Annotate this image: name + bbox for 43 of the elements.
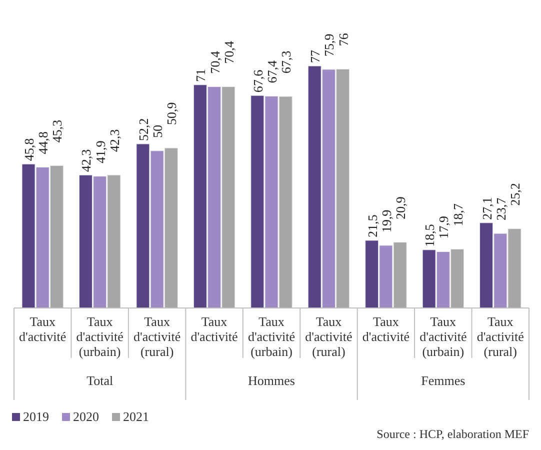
data-label: 25,2 [508,183,522,206]
data-label: 70,4 [221,40,236,64]
data-label: 50 [150,124,166,138]
data-label: 45,8 [22,138,36,162]
data-label: 75,9 [322,34,337,56]
text: Hommes [248,373,295,388]
text: Femmes [421,373,466,388]
data-label: 67,6 [250,69,266,93]
data-label: 67,3 [278,50,294,74]
data-label: 27,1 [479,197,494,220]
data-label: 18,5 [422,224,438,247]
data-label: 52,2 [136,118,151,141]
x-tick-label: Taux d'activité (rural) [134,314,181,359]
data-label: 50,9 [164,102,180,126]
data-label: 71 [193,68,208,82]
data-label: 77 [308,50,323,63]
x-tick-label: Taux d'activité (rural) [305,314,352,359]
x-tick-label: Taux d'activité [19,314,66,344]
data-label: 67,4 [264,60,280,84]
data-label: 20,9 [393,196,408,220]
x-tick-label: Taux d'activité (urbain) [248,314,296,359]
data-label: 70,4 [207,50,222,74]
data-label: 23,7 [493,197,508,221]
data-label: 76 [336,32,351,46]
legend-label: 2019 [23,409,49,424]
x-tick-label: Taux d'activité (urbain) [76,314,124,359]
text: Total [86,373,114,388]
legend-label: 2020 [73,409,99,424]
data-label: 42,3 [106,129,122,152]
data-label: 41,9 [92,140,108,164]
data-label: 21,5 [364,214,380,238]
data-label: 17,9 [436,216,452,239]
data-label: 45,3 [50,120,65,143]
legend-label: 2021 [123,409,149,424]
x-tick-label: Taux d'activité (rural) [476,314,524,359]
x-tick-label: Taux d'activité [362,314,410,344]
data-label: 19,9 [378,210,394,232]
data-label: 42,3 [78,149,94,172]
x-tick-label: Taux d'activité (urbain) [420,314,467,359]
data-label: 18,7 [450,202,466,226]
x-tick-label: Taux d'activité [190,314,238,344]
source-note: Source : HCP, elaboration MEF [376,427,530,441]
data-label: 44,8 [36,131,51,154]
